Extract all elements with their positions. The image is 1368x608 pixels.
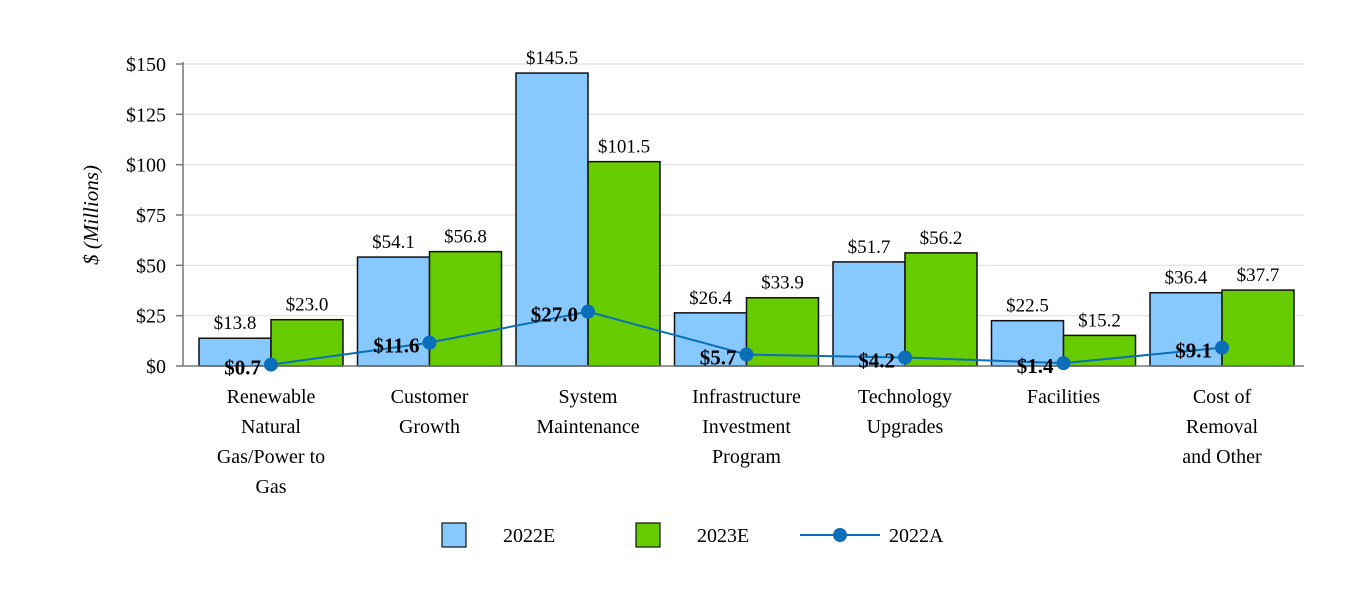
bar-value-label: $33.9 <box>761 273 804 294</box>
legend-label-2022A: 2022A <box>889 525 944 547</box>
bar-2023E <box>1062 334 1137 367</box>
category-label: Removal <box>1186 416 1259 438</box>
bar-value-label: $145.5 <box>526 48 578 69</box>
category-label: Technology <box>858 386 952 408</box>
y-axis-title: $ (Millions) <box>79 165 103 265</box>
category-label: Renewable <box>227 386 316 408</box>
bar-value-label: $37.7 <box>1237 265 1280 286</box>
y-tick-label: $75 <box>136 205 166 227</box>
line-value-label: $27.0 <box>531 303 578 327</box>
line-point <box>898 350 912 365</box>
grid-lines <box>183 63 1304 317</box>
category-label: Growth <box>399 416 460 438</box>
bar-2023E <box>904 252 978 367</box>
bar-2022E <box>990 319 1065 367</box>
category-label: and Other <box>1182 446 1262 468</box>
legend-label-2022E: 2022E <box>503 525 555 547</box>
category-label: Upgrades <box>867 416 944 438</box>
line-point <box>739 347 754 362</box>
legend: 2022E 2023E 2022A <box>441 522 944 548</box>
line-point <box>1215 340 1229 355</box>
line-value-label: $0.7 <box>224 356 261 380</box>
line-value-label: $9.1 <box>1175 339 1212 363</box>
y-tick-label: $125 <box>126 104 166 126</box>
bar-value-label: $36.4 <box>1165 268 1208 289</box>
legend-swatch-2022E <box>441 522 467 548</box>
y-axis-ticks: $0 $25 $50 $75 $100 $125 $150 <box>126 54 184 378</box>
category-label: Infrastructure <box>692 386 801 408</box>
line-point <box>264 357 278 372</box>
legend-marker-2022A <box>833 528 847 542</box>
y-tick-label: $0 <box>146 356 166 378</box>
line-point <box>581 304 595 319</box>
bar-2023E <box>270 318 344 367</box>
y-tick-label: $150 <box>126 54 166 76</box>
y-tick-label: $100 <box>126 155 166 177</box>
legend-swatch-2023E <box>635 522 661 548</box>
line-series: $0.7 $11.6 $27.0 $5.7 $4.2 $1.4 $9.1 <box>224 303 1229 380</box>
bar-2023E <box>587 160 661 367</box>
line-value-label: $11.6 <box>373 334 419 358</box>
bar-value-label: $13.8 <box>214 313 257 334</box>
line-value-label: $5.7 <box>700 346 737 370</box>
bar-series: $13.8 $54.1 $145.5 $26.4 $51.7 $22.5 $36.4 $23.… <box>198 48 1295 367</box>
category-label: Program <box>712 446 781 468</box>
line-value-label: $1.4 <box>1017 354 1054 378</box>
bar-value-label: $56.8 <box>444 227 487 248</box>
category-label: Investment <box>702 416 791 438</box>
bar-2023E <box>1221 289 1295 367</box>
category-label: Facilities <box>1027 386 1101 408</box>
category-label: Natural <box>241 416 301 438</box>
category-label: Cost of <box>1193 386 1252 408</box>
y-tick-label: $50 <box>136 255 166 277</box>
bar-value-label: $23.0 <box>286 295 329 316</box>
y-tick-label: $25 <box>136 306 166 328</box>
line-value-label: $4.2 <box>858 349 895 373</box>
category-label: Gas <box>255 476 286 498</box>
bar-value-label: $101.5 <box>598 137 650 158</box>
bar-value-label: $22.5 <box>1006 296 1049 317</box>
bar-value-label: $51.7 <box>848 237 891 258</box>
category-label: Gas/Power to <box>217 446 325 468</box>
legend-label-2023E: 2023E <box>697 525 749 547</box>
bar-2023E <box>428 250 503 367</box>
category-label: Customer <box>391 386 469 408</box>
bar-2022E <box>515 72 589 367</box>
category-label: Maintenance <box>536 416 639 438</box>
bar-value-label: $26.4 <box>689 288 732 309</box>
x-axis-categories: Renewable Natural Gas/Power to Gas Customer G… <box>217 386 1262 498</box>
bar-value-label: $54.1 <box>372 232 415 253</box>
line-point <box>1056 356 1071 371</box>
bar-value-label: $15.2 <box>1078 310 1121 331</box>
bar-value-label: $56.2 <box>920 228 963 249</box>
line-point <box>422 335 437 350</box>
category-label: System <box>559 386 618 408</box>
